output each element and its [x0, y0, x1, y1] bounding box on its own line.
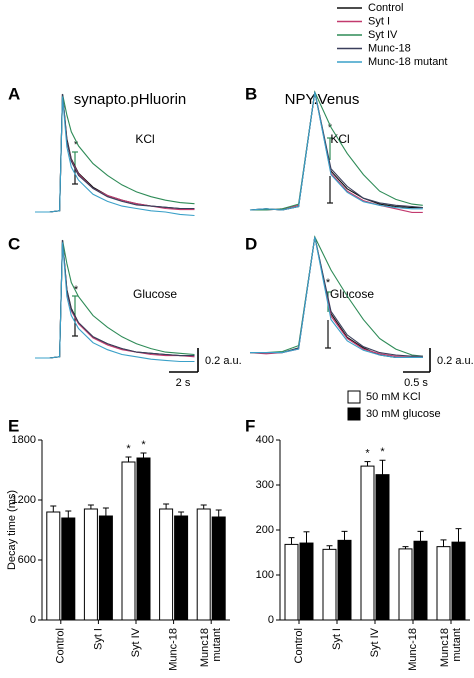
- x-tick-label: Control: [293, 628, 305, 663]
- y-axis-label: Decay time (ms): [6, 490, 18, 570]
- bar: [360, 465, 375, 621]
- panel-label: A: [8, 84, 20, 103]
- panel-label: D: [245, 234, 257, 253]
- legend-label: Syt I: [368, 15, 390, 27]
- significance-star: *: [126, 443, 131, 455]
- scale-label: 0.2 a.u.: [205, 355, 242, 367]
- x-tick-label: Syt I: [331, 628, 343, 650]
- legend-swatch: [347, 390, 361, 404]
- scale-label: 0.5 s: [404, 377, 428, 389]
- annotation: KCl: [330, 132, 349, 146]
- bar: [136, 457, 151, 621]
- y-tick-label: 400: [256, 434, 274, 446]
- significance-star: *: [380, 446, 385, 458]
- panel-label: C: [8, 234, 20, 253]
- legend-label: 30 mM glucose: [366, 408, 441, 420]
- legend-label: Syt IV: [368, 29, 398, 41]
- legend-label: Control: [368, 2, 403, 14]
- bar: [299, 542, 314, 621]
- significance-star: *: [74, 139, 79, 151]
- legend-swatch: [347, 407, 361, 421]
- trace: [249, 91, 423, 211]
- bar: [413, 540, 428, 621]
- y-tick-label: 0: [268, 614, 274, 626]
- significance-star: *: [365, 448, 370, 460]
- panel-label: B: [245, 84, 257, 103]
- bar: [284, 543, 299, 621]
- x-tick-label: Syt I: [92, 628, 104, 650]
- x-tick-label: Control: [55, 628, 67, 663]
- panel-title: NPY.Venus: [285, 91, 360, 108]
- scale-label: 2 s: [176, 377, 191, 389]
- trace: [35, 96, 195, 217]
- legend-label: Munc-18: [368, 42, 411, 54]
- y-tick-label: 100: [256, 569, 274, 581]
- x-tick-label: Munc-18: [407, 628, 419, 671]
- bar: [98, 515, 113, 621]
- panel-label: F: [245, 416, 255, 435]
- bar: [61, 517, 76, 621]
- trace: [250, 91, 423, 213]
- trace: [35, 93, 195, 213]
- bar: [398, 548, 413, 621]
- y-tick-label: 1200: [12, 494, 36, 506]
- trace: [250, 90, 423, 211]
- annotation: KCl: [135, 132, 154, 146]
- bar: [337, 539, 352, 621]
- y-tick-label: 0: [30, 614, 36, 626]
- scale-label: 0.2 a.u.: [437, 355, 474, 367]
- panel-label: E: [8, 416, 19, 435]
- x-tick-label: Syt IV: [369, 627, 381, 657]
- significance-star: *: [74, 284, 79, 296]
- bar: [159, 508, 174, 621]
- x-tick-label: Munc-18: [168, 628, 180, 671]
- x-tick-label: Munc18mutant: [199, 628, 223, 667]
- legend-label: Munc-18 mutant: [368, 56, 447, 68]
- trace-error-bars: [72, 137, 333, 349]
- y-tick-label: 600: [18, 554, 36, 566]
- trace: [249, 91, 423, 211]
- bar: [46, 511, 61, 621]
- bar: [174, 515, 189, 621]
- panel-title: synapto.pHluorin: [74, 91, 187, 108]
- trace: [35, 93, 195, 213]
- x-tick-label: Syt IV: [130, 627, 142, 657]
- y-tick-label: 300: [256, 479, 274, 491]
- significance-star: *: [326, 277, 331, 289]
- trace: [250, 235, 423, 357]
- scale-bars: [169, 348, 431, 373]
- bar: [196, 508, 211, 621]
- bar: [211, 516, 226, 621]
- trace: [35, 93, 195, 213]
- trace: [35, 93, 195, 213]
- bar: [83, 508, 98, 621]
- bar: [322, 548, 337, 621]
- legend-label: 50 mM KCl: [366, 391, 420, 403]
- y-tick-label: 1800: [12, 434, 36, 446]
- significance-star: *: [328, 122, 333, 134]
- y-tick-label: 200: [256, 524, 274, 536]
- bar: [436, 546, 451, 621]
- bar: [451, 541, 466, 621]
- bar: [375, 474, 390, 621]
- annotation: Glucose: [330, 287, 374, 301]
- trace: [250, 236, 423, 358]
- annotation: Glucose: [133, 287, 177, 301]
- trace: [249, 91, 423, 211]
- significance-star: *: [141, 439, 146, 451]
- x-tick-label: Munc18mutant: [439, 628, 463, 667]
- trace: [35, 242, 195, 363]
- bar: [121, 461, 136, 621]
